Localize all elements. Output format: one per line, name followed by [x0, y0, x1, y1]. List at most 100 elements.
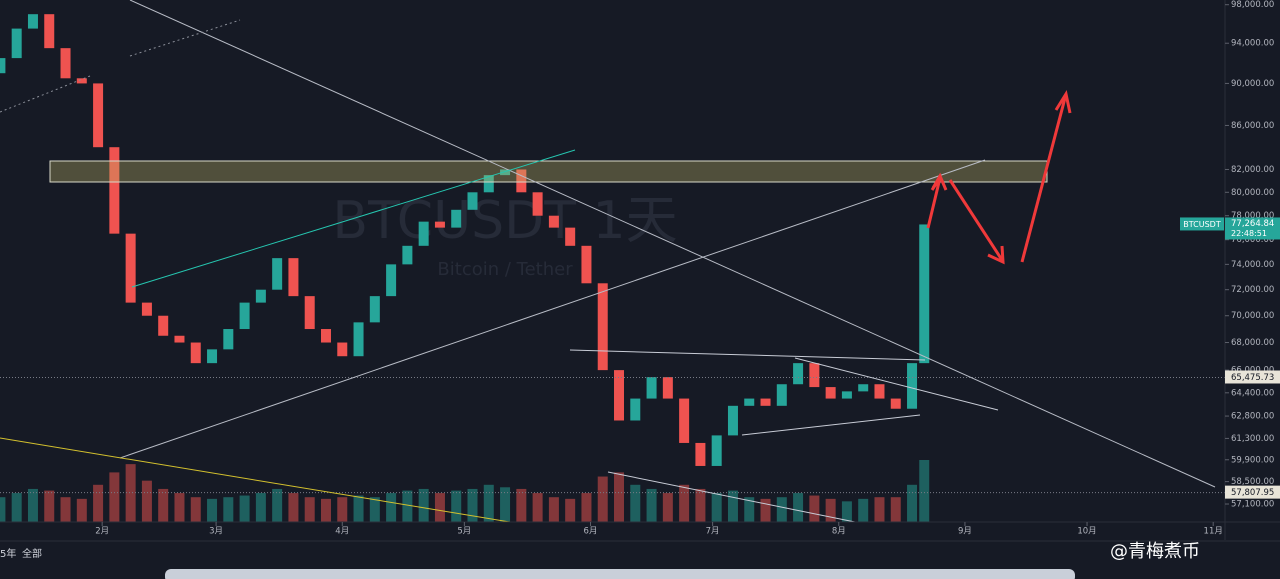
candle-body — [434, 221, 445, 228]
symbol-tag-box — [1180, 217, 1224, 231]
volume-bar — [630, 484, 641, 522]
candle-body — [190, 342, 201, 364]
candle-body — [907, 363, 918, 409]
toolbar-button[interactable]: 全部 — [22, 547, 42, 560]
volume-bar — [907, 484, 918, 522]
trend-line — [569, 349, 926, 361]
volume-bar — [565, 498, 576, 522]
y-tick-label: 76,000.00 — [1231, 235, 1274, 245]
volume-bar — [662, 493, 673, 522]
y-tick-label: 61,300.00 — [1231, 434, 1274, 444]
volume-bar — [858, 498, 869, 522]
resistance-zone — [49, 160, 1048, 183]
candle-body — [207, 349, 218, 364]
volume-bar — [548, 497, 559, 522]
watermark: BTCUSDT 1天 — [332, 191, 677, 251]
volume-bar — [532, 493, 543, 522]
candle-body — [532, 192, 543, 216]
volume-bar — [581, 493, 592, 522]
candle-body — [581, 245, 592, 284]
volume-bar — [890, 497, 901, 522]
candle-body — [125, 233, 136, 303]
candle-body — [76, 78, 87, 84]
volume-bar — [727, 490, 738, 522]
volume-bar — [207, 498, 218, 522]
y-tick-label: 59,900.00 — [1231, 455, 1274, 465]
dock — [165, 569, 1075, 579]
volume-bar — [27, 488, 38, 522]
volume-bar — [223, 497, 234, 522]
candle-body — [451, 209, 462, 228]
candle-body — [565, 227, 576, 246]
volume-bar — [825, 498, 836, 522]
candle-body — [93, 83, 104, 148]
symbol-tag: BTCUSDT — [1183, 220, 1221, 229]
candle-body — [809, 363, 820, 388]
candle-body — [272, 258, 283, 290]
volume-bar — [60, 497, 71, 522]
candle-body — [825, 387, 836, 399]
volume-bar — [109, 472, 120, 522]
arrow — [1020, 97, 1067, 263]
y-tick-label: 62,800.00 — [1231, 412, 1274, 422]
toolbar-button[interactable]: 5年 — [0, 547, 16, 560]
y-tick-label: 86,000.00 — [1231, 121, 1274, 131]
candle-body — [11, 28, 22, 59]
volume-bar — [386, 493, 397, 522]
candle-body — [369, 296, 380, 323]
candle-body — [662, 377, 673, 399]
volume-bar — [93, 484, 104, 522]
volume-bar — [0, 497, 6, 522]
volume-bar — [190, 497, 201, 522]
candle-body — [223, 329, 234, 350]
y-tick-label: 57,100.00 — [1231, 500, 1274, 510]
candle-body — [890, 398, 901, 409]
trend-line — [0, 437, 511, 523]
price-tag-box — [1225, 370, 1280, 384]
y-tick-label: 72,000.00 — [1231, 285, 1274, 295]
arrow-head — [987, 245, 1005, 265]
countdown: 22:48:51 — [1231, 229, 1267, 238]
candle-body — [483, 175, 494, 193]
x-tick-label: 2月 — [95, 527, 109, 537]
dotted-line — [129, 19, 241, 57]
trend-line — [119, 159, 986, 459]
price-tag: 57,807.95 — [1231, 488, 1274, 498]
credit: @青梅煮币 — [1110, 541, 1200, 562]
candle-body — [679, 398, 690, 443]
volume-bar — [158, 488, 169, 522]
volume-bar — [711, 493, 722, 522]
x-tick-label: 5月 — [457, 527, 471, 537]
candle-body — [304, 296, 315, 330]
axes: 98,000.00 94,000.00 90,000.00 86,000.00 82,0… — [95, 0, 1280, 537]
volume-bar — [369, 497, 380, 522]
candle-body — [548, 215, 559, 228]
volume-bar — [44, 490, 55, 522]
volume-bar — [239, 495, 250, 522]
trend-line — [741, 414, 921, 436]
price-axis — [1225, 0, 1280, 540]
volume-bar — [793, 493, 804, 522]
arrow-head — [931, 172, 948, 191]
candle-body — [597, 283, 608, 371]
candle-body — [158, 315, 169, 336]
candle-body — [44, 14, 55, 49]
candle-body — [418, 221, 429, 246]
price-tag-box — [1225, 485, 1280, 499]
y-tick-label: 70,000.00 — [1231, 311, 1274, 321]
y-tick-label: 90,000.00 — [1231, 79, 1274, 89]
volume-bar — [776, 497, 787, 522]
volume-bar — [500, 487, 511, 522]
y-tick-label: 78,000.00 — [1231, 211, 1274, 221]
candle-body — [695, 442, 706, 466]
volume-bar — [125, 464, 136, 522]
volume-bar — [141, 480, 152, 522]
candle-body — [402, 245, 413, 265]
volume-bar — [841, 501, 852, 522]
candle-body — [337, 342, 348, 357]
candle-body — [239, 302, 250, 330]
candle-body — [744, 398, 755, 406]
candle-body — [614, 370, 625, 421]
volume-bar — [402, 490, 413, 522]
volume-bar — [483, 484, 494, 522]
